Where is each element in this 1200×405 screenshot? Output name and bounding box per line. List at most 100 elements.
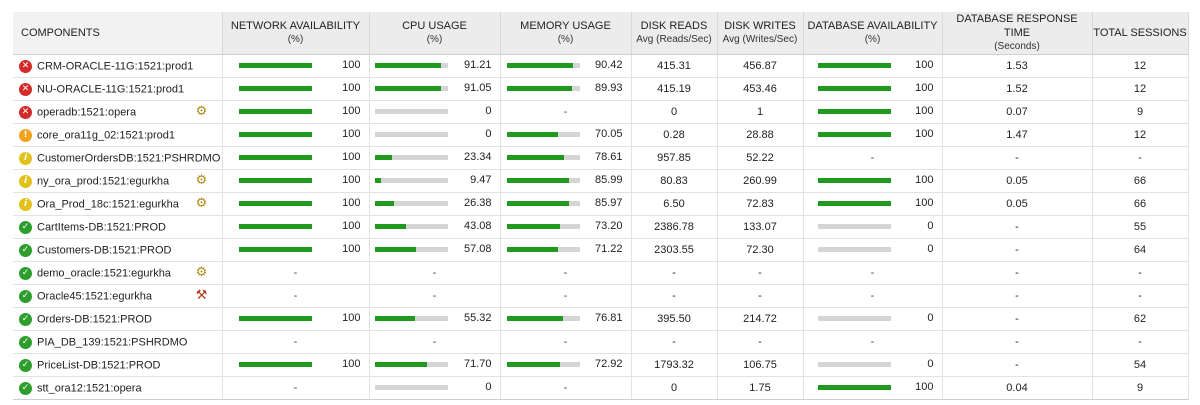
table-row[interactable]: ✕ CRM-ORACLE-11G:1521:prod1 100 91.21 90.42 4… [13, 54, 1189, 78]
table-row[interactable]: i CustomerOrdersDB:1521:PSHRDMO 100 23.34 78… [13, 146, 1189, 170]
status-major-icon: ! [19, 128, 32, 142]
component-name-link[interactable]: ny_ora_prod:1521:egurkha [37, 175, 170, 187]
column-header-disk-writes[interactable]: DISK WRITES Avg (Writes/Sec) [717, 12, 804, 55]
network-bar-fill [238, 132, 312, 137]
component-name-link[interactable]: PIA_DB_139:1521:PSHRDMO [37, 336, 188, 348]
component-cell[interactable]: ✓ Oracle45:1521:egurkha ⚒ [13, 284, 223, 308]
table-row[interactable]: ✕ NU-ORACLE-11G:1521:prod1 100 91.05 89.93 41… [13, 77, 1189, 101]
table-row[interactable]: ✓ demo_oracle:1521:egurkha ⚙ - - - - - - - - [13, 261, 1189, 285]
db-availability-value: - [870, 336, 875, 348]
component-cell[interactable]: ✓ Customers-DB:1521:PROD [13, 238, 223, 262]
table-row[interactable]: ✓ CartItems-DB:1521:PROD 100 43.08 73.20 2386… [13, 215, 1189, 239]
column-header-cpu[interactable]: CPU USAGE (%) [369, 12, 501, 55]
component-name-link[interactable]: stt_ora12:1521:opera [37, 382, 142, 394]
network-value: 100 [342, 358, 361, 370]
column-header-db-response[interactable]: DATABASE RESPONSE TIME (Seconds) [942, 12, 1093, 55]
table-row[interactable]: ✕ operadb:1521:opera ⚙ 100 0 - 0 1 100 0.07 9 [13, 100, 1189, 124]
db-availability-bar [817, 132, 891, 137]
network-bar-fill [238, 201, 312, 206]
component-name-link[interactable]: CRM-ORACLE-11G:1521:prod1 [37, 60, 194, 72]
cpu-value: 0 [485, 381, 492, 393]
column-header-sessions[interactable]: TOTAL SESSIONS [1092, 12, 1189, 55]
table-row[interactable]: ✓ Customers-DB:1521:PROD 100 57.08 71.22 2303… [13, 238, 1189, 262]
component-name-link[interactable]: Oracle45:1521:egurkha [37, 290, 152, 302]
component-name-link[interactable]: CartItems-DB:1521:PROD [37, 221, 166, 233]
status-normal-icon: ✓ [19, 381, 32, 395]
table-row[interactable]: i ny_ora_prod:1521:egurkha ⚙ 100 9.47 85.99 80… [13, 169, 1189, 193]
component-name-link[interactable]: CustomerOrdersDB:1521:PSHRDMO [37, 152, 221, 164]
status-normal-icon: ✓ [19, 312, 32, 326]
component-cell[interactable]: i Ora_Prod_18c:1521:egurkha ⚙ [13, 192, 223, 216]
component-name-link[interactable]: demo_oracle:1521:egurkha [37, 267, 171, 279]
component-cell[interactable]: i ny_ora_prod:1521:egurkha ⚙ [13, 169, 223, 193]
component-cell[interactable]: ! core_ora11g_02:1521:prod1 [13, 123, 223, 147]
column-header-db-availability[interactable]: DATABASE AVAILABILITY (%) [803, 12, 943, 55]
component-cell[interactable]: ✓ CartItems-DB:1521:PROD [13, 215, 223, 239]
column-header-label: MEMORY USAGE [520, 20, 611, 32]
component-cell[interactable]: ✓ stt_ora12:1521:opera [13, 376, 223, 400]
table-row[interactable]: ✓ PIA_DB_139:1521:PSHRDMO - - - - - - - - [13, 330, 1189, 354]
network-cell: - [222, 330, 370, 354]
configure-icon[interactable]: ⚙ [195, 265, 208, 280]
db-availability-value: 100 [915, 128, 934, 140]
table-row[interactable]: ✓ PriceList-DB:1521:PROD 100 71.70 72.92 1793… [13, 353, 1189, 377]
db-availability-cell: - [803, 330, 943, 354]
db-response-value: - [1015, 152, 1019, 164]
memory-cell: 90.42 [500, 54, 632, 78]
db-availability-value: 100 [915, 105, 934, 117]
disk-writes-value: 456.87 [743, 60, 777, 72]
table-row[interactable]: ✓ Orders-DB:1521:PROD 100 55.32 76.81 395.50 2… [13, 307, 1189, 331]
component-cell[interactable]: ✕ NU-ORACLE-11G:1521:prod1 [13, 77, 223, 101]
component-name-link[interactable]: NU-ORACLE-11G:1521:prod1 [37, 83, 185, 95]
configure-icon[interactable]: ⚙ [195, 173, 208, 188]
disk-reads-cell: 1793.32 [631, 353, 718, 377]
table-row[interactable]: ✓ Oracle45:1521:egurkha ⚒ - - - - - - - - [13, 284, 1189, 308]
db-availability-value: 0 [927, 220, 934, 232]
component-cell[interactable]: ✓ PIA_DB_139:1521:PSHRDMO [13, 330, 223, 354]
component-cell[interactable]: ✕ operadb:1521:opera ⚙ [13, 100, 223, 124]
db-response-cell: - [942, 330, 1093, 354]
column-header-network[interactable]: NETWORK AVAILABILITY (%) [222, 12, 370, 55]
network-bar-fill [238, 86, 312, 91]
cpu-cell: 26.38 [369, 192, 501, 216]
sessions-cell: - [1092, 146, 1189, 170]
cpu-value: - [432, 336, 437, 348]
component-cell[interactable]: ✓ Orders-DB:1521:PROD [13, 307, 223, 331]
component-name-link[interactable]: core_ora11g_02:1521:prod1 [37, 129, 176, 141]
db-availability-cell: - [803, 261, 943, 285]
component-name-link[interactable]: PriceList-DB:1521:PROD [37, 359, 161, 371]
column-header-memory[interactable]: MEMORY USAGE (%) [500, 12, 632, 55]
network-value: 100 [342, 59, 361, 71]
component-name-link[interactable]: Customers-DB:1521:PROD [37, 244, 172, 256]
network-value: 100 [342, 128, 361, 140]
component-cell[interactable]: i CustomerOrdersDB:1521:PSHRDMO [13, 146, 223, 170]
disk-writes-value: 28.88 [746, 129, 774, 141]
configure-icon[interactable]: ⚙ [195, 196, 208, 211]
memory-cell: - [500, 376, 632, 400]
memory-value: - [563, 336, 568, 348]
disk-reads-cell: - [631, 330, 718, 354]
component-cell[interactable]: ✕ CRM-ORACLE-11G:1521:prod1 [13, 54, 223, 78]
table-row[interactable]: ✓ stt_ora12:1521:opera - 0 - 0 1.75 100 0.04 9 [13, 376, 1189, 400]
table-row[interactable]: i Ora_Prod_18c:1521:egurkha ⚙ 100 26.38 85.97… [13, 192, 1189, 216]
cpu-bar [374, 178, 448, 183]
column-header-label: CPU USAGE [402, 20, 467, 32]
cpu-value: 91.21 [463, 59, 492, 71]
component-name-link[interactable]: Orders-DB:1521:PROD [37, 313, 152, 325]
disk-reads-value: 415.31 [657, 60, 691, 72]
column-header-component[interactable]: COMPONENTS [13, 12, 223, 55]
component-name-link[interactable]: Ora_Prod_18c:1521:egurkha [37, 198, 179, 210]
table-row[interactable]: ! core_ora11g_02:1521:prod1 100 0 70.05 0.28 2… [13, 123, 1189, 147]
disk-reads-cell: - [631, 261, 718, 285]
component-cell[interactable]: ✓ PriceList-DB:1521:PROD [13, 353, 223, 377]
tools-icon[interactable]: ⚒ [195, 288, 208, 303]
network-bar-fill [238, 316, 312, 321]
db-availability-bar-fill [817, 63, 891, 68]
component-name-link[interactable]: operadb:1521:opera [37, 106, 137, 118]
component-cell[interactable]: ✓ demo_oracle:1521:egurkha ⚙ [13, 261, 223, 285]
column-header-unit: (%) [864, 34, 881, 45]
disk-reads-value: - [672, 267, 676, 279]
column-header-disk-reads[interactable]: DISK READS Avg (Reads/Sec) [631, 12, 718, 55]
configure-icon[interactable]: ⚙ [195, 104, 208, 119]
sessions-value: 55 [1133, 221, 1147, 233]
